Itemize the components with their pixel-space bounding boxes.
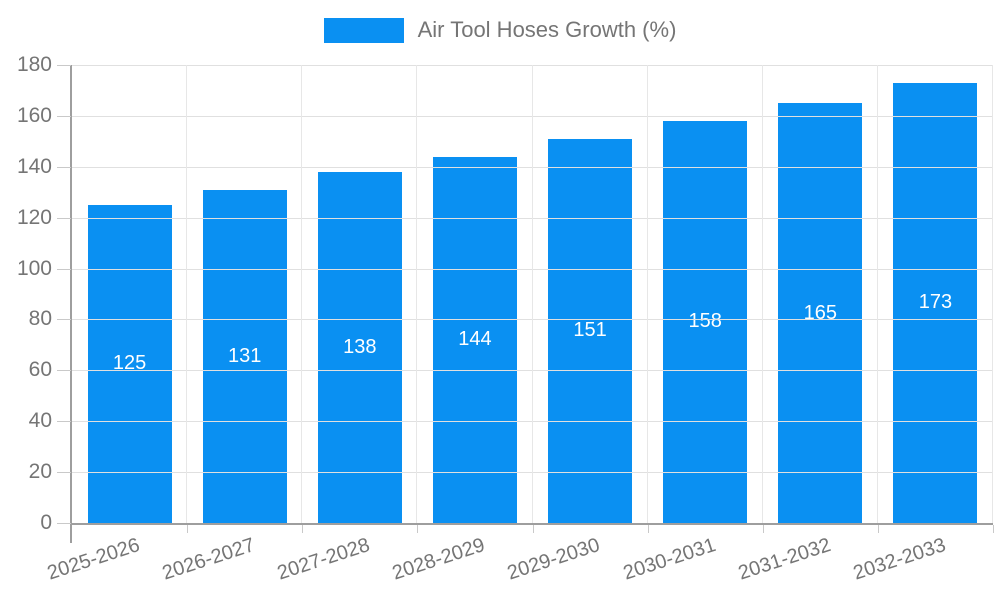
x-axis-tick-label: 2031-2032 (735, 534, 834, 585)
gridline-horizontal (72, 115, 993, 117)
x-axis-tick-label: 2027-2028 (274, 534, 373, 585)
x-axis-tick (762, 525, 764, 533)
gridline-horizontal (72, 217, 993, 219)
x-axis-tick (302, 525, 304, 533)
x-axis-tick (187, 525, 189, 533)
bar[interactable]: 138 (317, 171, 402, 523)
bar-value-label: 131 (228, 344, 262, 367)
gridline-horizontal (72, 319, 993, 321)
y-axis-tick (57, 319, 71, 321)
gridline-vertical (531, 65, 533, 523)
y-axis-tick (57, 523, 71, 524)
bar-category-cell: 173 (878, 65, 993, 523)
x-axis-tick (417, 525, 419, 533)
y-axis-tick-label: 60 (28, 358, 52, 382)
gridline-horizontal (72, 370, 993, 372)
bar-value-label: 151 (573, 319, 607, 342)
legend-swatch-icon (323, 17, 404, 43)
legend-label: Air Tool Hoses Growth (%) (417, 17, 677, 42)
bar[interactable]: 125 (87, 204, 172, 523)
bar[interactable]: 165 (778, 103, 863, 523)
y-axis-tick-label: 0 (40, 511, 52, 534)
bar-category-cell: 125 (72, 65, 187, 523)
x-axis-tick-label: 2030-2031 (620, 534, 718, 585)
gridline-vertical (416, 65, 418, 523)
x-axis-line (70, 523, 993, 525)
x-axis-tick (993, 525, 994, 533)
gridline-horizontal (72, 472, 993, 474)
x-axis-tick (532, 525, 534, 533)
y-axis-tick-label: 80 (28, 307, 52, 331)
y-axis-tick (57, 472, 71, 474)
bar-value-label: 144 (458, 328, 492, 351)
x-axis-tick (647, 525, 649, 533)
bar-category-cell: 165 (763, 65, 878, 523)
gridline-horizontal (72, 268, 993, 270)
y-axis-tick (57, 65, 71, 66)
gridline-horizontal (72, 166, 993, 168)
bar[interactable]: 131 (202, 189, 287, 523)
y-axis-tick-label: 160 (16, 103, 52, 127)
y-axis-tick (57, 370, 71, 372)
y-axis-tick (57, 217, 71, 219)
gridline-vertical (301, 65, 303, 523)
y-axis-tick-label: 40 (28, 409, 52, 433)
plot-area: 125 131 138 144 151 158 165 173 (72, 65, 993, 523)
y-axis-tick-label: 140 (16, 154, 52, 178)
y-axis-tick (57, 268, 71, 270)
bar-category-cell: 151 (533, 65, 648, 523)
bar-value-label: 138 (343, 335, 377, 358)
gridline-vertical (646, 65, 648, 523)
x-axis-tick-label: 2025-2026 (44, 534, 143, 585)
y-axis-tick-label: 20 (28, 460, 52, 484)
y-axis-tick-label: 100 (16, 256, 52, 280)
bar-value-label: 158 (688, 310, 722, 333)
y-axis-tick-label: 180 (16, 53, 52, 76)
y-axis-tick (57, 166, 71, 168)
gridline-vertical (761, 65, 763, 523)
x-axis-tick-label: 2028-2029 (389, 534, 488, 585)
bar-category-cell: 158 (648, 65, 763, 523)
bar-value-label: 125 (112, 352, 147, 375)
y-axis-tick (57, 421, 71, 423)
gridline-horizontal (72, 421, 993, 423)
legend[interactable]: Air Tool Hoses Growth (%) (0, 17, 1000, 43)
bars-container: 125 131 138 144 151 158 165 173 (72, 65, 993, 523)
bar-value-label: 165 (803, 301, 837, 324)
bar[interactable]: 158 (663, 120, 748, 523)
bar[interactable]: 144 (432, 156, 517, 523)
x-axis-tick-label: 2032-2033 (850, 534, 949, 585)
x-axis-tick-label: 2026-2027 (159, 534, 258, 585)
bar-category-cell: 144 (417, 65, 532, 523)
y-axis-tick-label: 120 (16, 205, 52, 229)
x-axis-tick-label: 2029-2030 (505, 534, 603, 585)
gridline-vertical (876, 65, 878, 523)
y-axis-line (70, 65, 72, 543)
bar-category-cell: 131 (187, 65, 302, 523)
bar[interactable]: 151 (548, 138, 633, 523)
y-axis-tick (57, 115, 71, 117)
bar[interactable]: 173 (893, 82, 978, 523)
gridline-vertical (186, 65, 188, 523)
x-axis-tick (877, 525, 879, 533)
bar-category-cell: 138 (302, 65, 417, 523)
gridline-horizontal (72, 65, 993, 66)
gridline-vertical (992, 65, 993, 523)
bar-value-label: 173 (918, 291, 953, 314)
